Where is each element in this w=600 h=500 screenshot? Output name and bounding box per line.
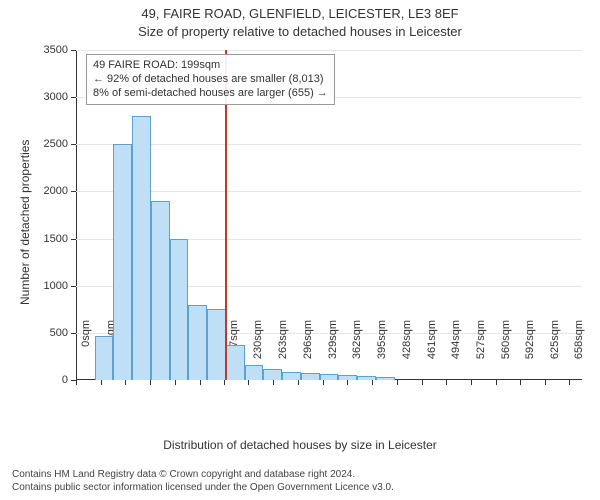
x-tick-mark (323, 380, 324, 385)
histogram-bar (357, 376, 376, 380)
x-tick-mark (200, 380, 201, 385)
x-tick-mark (372, 380, 373, 385)
x-tick-mark (471, 380, 472, 385)
y-tick-label: 2500 (26, 138, 68, 150)
x-tick-mark (569, 380, 570, 385)
x-tick-mark (150, 380, 151, 385)
x-tick-mark (496, 380, 497, 385)
x-tick-label: 0sqm (80, 320, 92, 380)
y-tick-label: 500 (26, 327, 68, 339)
histogram-bar (245, 365, 264, 380)
x-tick-mark (298, 380, 299, 385)
y-tick-label: 3500 (26, 44, 68, 56)
gridline (76, 50, 582, 51)
x-tick-mark (397, 380, 398, 385)
chart-container: 49, FAIRE ROAD, GLENFIELD, LEICESTER, LE… (0, 0, 600, 500)
y-axis-label: Number of detached properties (18, 140, 32, 305)
y-tick-label: 0 (26, 374, 68, 386)
annotation-box: 49 FAIRE ROAD: 199sqm← 92% of detached h… (86, 54, 335, 105)
histogram-bar (263, 369, 282, 380)
annotation-line-1: ← 92% of detached houses are smaller (8,… (93, 73, 328, 87)
x-tick-mark (545, 380, 546, 385)
x-tick-mark (125, 380, 126, 385)
y-axis-line (76, 50, 77, 380)
x-tick-mark (248, 380, 249, 385)
page-title: 49, FAIRE ROAD, GLENFIELD, LEICESTER, LE… (0, 0, 600, 22)
histogram-bar (170, 239, 189, 380)
attribution-line-2: Contains public sector information licen… (12, 482, 394, 495)
x-tick-mark (446, 380, 447, 385)
x-tick-label: 592sqm (524, 320, 536, 380)
annotation-title: 49 FAIRE ROAD: 199sqm (93, 59, 328, 73)
x-tick-label: 329sqm (327, 320, 339, 380)
y-tick-mark (71, 333, 76, 334)
histogram-bar (320, 374, 339, 380)
plot-area: 05001000150020002500300035000sqm33sqm66s… (76, 50, 582, 380)
y-tick-mark (71, 239, 76, 240)
x-tick-label: 362sqm (351, 320, 363, 380)
x-tick-mark (101, 380, 102, 385)
y-tick-label: 3000 (26, 91, 68, 103)
page-subtitle: Size of property relative to detached ho… (0, 22, 600, 40)
histogram-bar (113, 144, 132, 380)
x-tick-mark (76, 380, 77, 385)
y-tick-mark (71, 191, 76, 192)
histogram-bar (226, 345, 245, 380)
x-tick-label: 395sqm (376, 320, 388, 380)
attribution: Contains HM Land Registry data © Crown c… (12, 469, 394, 494)
y-tick-label: 2000 (26, 185, 68, 197)
histogram-bar (151, 201, 170, 380)
histogram-bar (338, 375, 357, 380)
x-tick-label: 428sqm (401, 320, 413, 380)
x-tick-mark (273, 380, 274, 385)
y-tick-mark (71, 144, 76, 145)
y-tick-mark (71, 97, 76, 98)
x-tick-label: 461sqm (426, 320, 438, 380)
histogram-bar (132, 116, 151, 380)
x-tick-mark (520, 380, 521, 385)
histogram-bar (188, 305, 207, 380)
x-tick-mark (224, 380, 225, 385)
y-tick-mark (71, 286, 76, 287)
x-tick-mark (175, 380, 176, 385)
histogram-bar (95, 336, 114, 380)
x-axis-label: Distribution of detached houses by size … (0, 438, 600, 452)
x-tick-label: 658sqm (573, 320, 585, 380)
x-tick-label: 296sqm (302, 320, 314, 380)
x-tick-label: 560sqm (500, 320, 512, 380)
y-tick-mark (71, 50, 76, 51)
x-tick-label: 494sqm (450, 320, 462, 380)
attribution-line-1: Contains HM Land Registry data © Crown c… (12, 469, 394, 482)
histogram-bar (207, 309, 226, 380)
x-tick-label: 527sqm (475, 320, 487, 380)
gridline (76, 191, 582, 192)
y-tick-label: 1500 (26, 233, 68, 245)
x-tick-mark (422, 380, 423, 385)
x-tick-label: 625sqm (549, 320, 561, 380)
annotation-line-2: 8% of semi-detached houses are larger (6… (93, 87, 328, 101)
x-tick-mark (347, 380, 348, 385)
histogram-bar (301, 373, 320, 380)
histogram-bar (282, 372, 301, 380)
gridline (76, 144, 582, 145)
y-tick-label: 1000 (26, 280, 68, 292)
histogram-bar (376, 377, 395, 380)
